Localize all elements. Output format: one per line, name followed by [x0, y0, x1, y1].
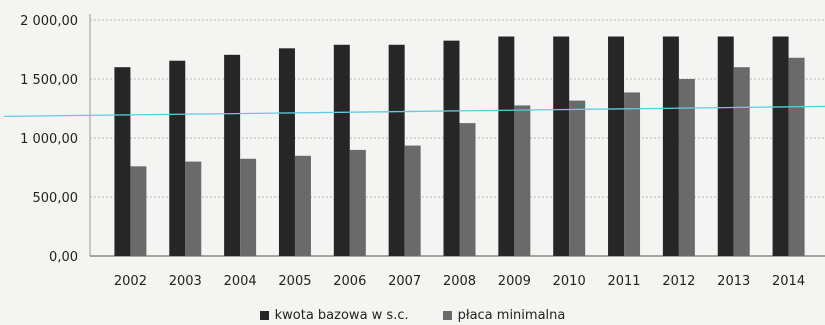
x-tick-label: 2007 [388, 274, 421, 289]
x-tick-label: 2012 [662, 274, 695, 289]
x-tick-label: 2013 [717, 274, 750, 289]
x-tick-label: 2010 [553, 274, 586, 289]
bar-placa-minimalna [404, 145, 421, 256]
bar-placa-minimalna [733, 67, 750, 256]
bar-placa-minimalna [788, 57, 805, 257]
bar-placa-minimalna [678, 79, 695, 256]
x-tick-label: 2002 [114, 274, 147, 289]
bar-placa-minimalna [459, 123, 476, 256]
legend-item-kwota-bazowa: kwota bazowa w s.c. [259, 305, 409, 325]
y-tick-label: 1 500,00 [20, 73, 78, 88]
reference-line [3, 105, 825, 118]
bar-kwota-bazowa [498, 36, 515, 256]
bar-kwota-bazowa [662, 36, 679, 256]
y-tick-label: 0,00 [49, 250, 78, 265]
bar-kwota-bazowa [278, 48, 295, 256]
bar-kwota-bazowa [224, 54, 241, 257]
y-tick-label: 1 000,00 [20, 132, 78, 147]
bar-placa-minimalna [240, 158, 257, 256]
x-tick-label: 2011 [607, 274, 640, 289]
legend-label-kwota-bazowa: kwota bazowa w s.c. [274, 307, 409, 323]
x-tick-label: 2006 [333, 274, 366, 289]
y-tick-label: 2 000,00 [20, 14, 78, 29]
bar-placa-minimalna [349, 149, 366, 256]
bar-kwota-bazowa [553, 36, 570, 256]
legend: kwota bazowa w s.c. płaca minimalna [0, 305, 825, 325]
legend-swatch-kwota-bazowa [259, 310, 269, 320]
bar-kwota-bazowa [772, 36, 789, 256]
bar-kwota-bazowa [169, 60, 186, 257]
bar-kwota-bazowa [333, 44, 350, 256]
x-tick-label: 2009 [498, 274, 531, 289]
y-tick-label: 500,00 [33, 191, 79, 206]
bar-placa-minimalna [185, 161, 202, 256]
x-tick-label: 2004 [224, 274, 257, 289]
bar-placa-minimalna [624, 92, 641, 257]
bar-placa-minimalna [130, 166, 147, 256]
x-tick-label: 2014 [772, 274, 805, 289]
bar-kwota-bazowa [114, 67, 131, 256]
legend-swatch-placa-minimalna [442, 310, 452, 320]
x-tick-label: 2003 [169, 274, 202, 289]
bar-placa-minimalna [514, 105, 531, 256]
x-tick-label: 2008 [443, 274, 476, 289]
bar-placa-minimalna [569, 100, 586, 257]
legend-label-placa-minimalna: płaca minimalna [457, 307, 566, 323]
x-tick-label: 2005 [278, 274, 311, 289]
bar-kwota-bazowa [717, 36, 734, 256]
bar-placa-minimalna [294, 155, 311, 256]
legend-item-placa-minimalna: płaca minimalna [442, 305, 566, 325]
bar-kwota-bazowa [443, 40, 460, 257]
bar-kwota-bazowa [388, 44, 405, 256]
bar-kwota-bazowa [608, 36, 625, 256]
